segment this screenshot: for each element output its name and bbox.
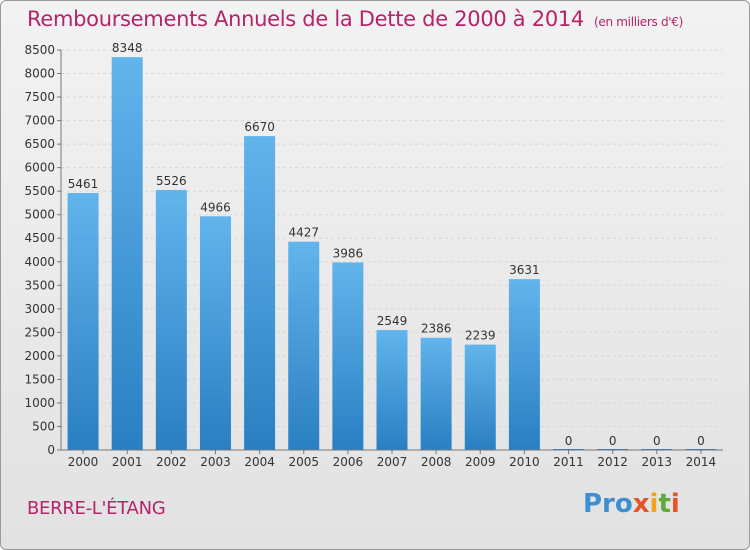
data-label: 2549 xyxy=(377,314,408,328)
y-tick-label: 4500 xyxy=(24,231,55,245)
axes: 0 500 1000 1500 2000 2500 3000 3500 4000 4500 5000… xyxy=(24,43,723,469)
y-tick-label: 3000 xyxy=(24,302,55,316)
y-tick-label: 3500 xyxy=(24,278,55,292)
y-tick-label: 5000 xyxy=(24,208,55,222)
x-tick-label: 2001 xyxy=(112,455,143,469)
bar xyxy=(288,241,320,450)
y-tick-label: 2000 xyxy=(24,349,55,363)
data-label: 8348 xyxy=(112,41,143,55)
town-name: BERRE-L'ÉTANG xyxy=(27,498,166,519)
data-label: 0 xyxy=(565,434,573,448)
x-tick-label: 2010 xyxy=(509,455,540,469)
y-tick-label: 7000 xyxy=(24,114,55,128)
x-tick-label: 2002 xyxy=(156,455,187,469)
bars: 5461 8348 5526 4966 6670 4427 3986 2549 2386 2239… xyxy=(67,41,717,450)
data-label: 4966 xyxy=(200,200,231,214)
data-label: 0 xyxy=(609,434,617,448)
x-tick-label: 2007 xyxy=(377,455,408,469)
data-label: 2239 xyxy=(465,329,496,343)
bar xyxy=(332,262,364,450)
y-tick-label: 6500 xyxy=(24,137,55,151)
data-label: 6670 xyxy=(244,120,275,134)
data-label: 0 xyxy=(653,434,661,448)
y-tick-label: 1000 xyxy=(24,396,55,410)
x-tick-label: 2011 xyxy=(553,455,584,469)
bar xyxy=(111,57,143,450)
chart-subtitle: (en milliers d'€) xyxy=(594,15,684,29)
data-label: 2386 xyxy=(421,322,452,336)
x-tick-label: 2009 xyxy=(465,455,496,469)
data-label: 4427 xyxy=(288,226,319,240)
bar xyxy=(155,189,187,450)
x-tick-label: 2012 xyxy=(597,455,628,469)
y-tick-label: 5500 xyxy=(24,184,55,198)
y-tick-label: 6000 xyxy=(24,161,55,175)
y-tick-label: 0 xyxy=(47,443,55,457)
proxiti-logo: Proxiti xyxy=(583,489,680,519)
bar xyxy=(420,337,452,450)
y-tick-label: 7500 xyxy=(24,90,55,104)
bar xyxy=(508,279,540,450)
bar xyxy=(376,330,408,450)
chart-title: Remboursements Annuels de la Dette de 20… xyxy=(27,7,683,31)
y-tick-label: 2500 xyxy=(24,325,55,339)
x-tick-label: 2000 xyxy=(68,455,99,469)
bar xyxy=(67,193,99,450)
x-tick-label: 2004 xyxy=(244,455,275,469)
title-text: Remboursements Annuels de la Dette de 20… xyxy=(27,7,584,31)
data-label: 3986 xyxy=(333,246,364,260)
x-tick-label: 2005 xyxy=(288,455,319,469)
bar xyxy=(244,136,276,450)
x-tick-label: 2006 xyxy=(333,455,364,469)
data-label: 3631 xyxy=(509,263,540,277)
data-label: 0 xyxy=(697,434,705,448)
y-tick-label: 1500 xyxy=(24,372,55,386)
x-tick-label: 2008 xyxy=(421,455,452,469)
data-label: 5461 xyxy=(68,177,99,191)
y-tick-label: 8500 xyxy=(24,43,55,57)
bar xyxy=(464,344,496,450)
x-tick-label: 2014 xyxy=(686,455,717,469)
bar xyxy=(199,216,231,450)
y-tick-label: 500 xyxy=(32,419,55,433)
x-tick-label: 2003 xyxy=(200,455,231,469)
data-label: 5526 xyxy=(156,174,187,188)
x-tick-label: 2013 xyxy=(642,455,673,469)
y-tick-label: 8000 xyxy=(24,67,55,81)
y-tick-label: 4000 xyxy=(24,255,55,269)
